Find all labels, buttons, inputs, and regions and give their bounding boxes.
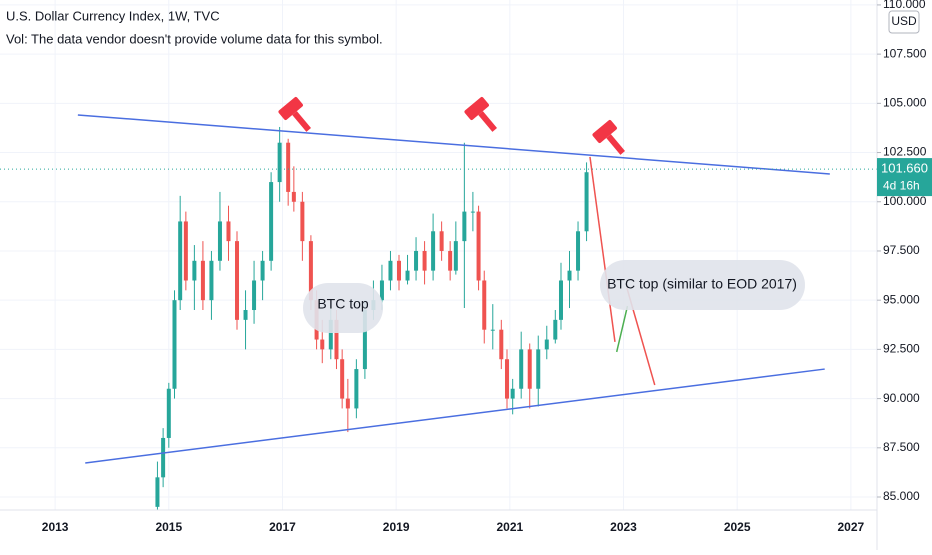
y-tick-label: 102.500 (883, 145, 927, 159)
candle-body (567, 270, 572, 281)
gavel-icons (278, 96, 626, 155)
candle-body (453, 241, 458, 271)
trendline (77, 114, 830, 175)
y-tick-label: 105.000 (883, 96, 927, 110)
x-tick-label: 2013 (42, 520, 69, 534)
candle-body (209, 260, 214, 301)
y-tick-label: 90.000 (883, 391, 920, 405)
y-tick-label: 97.500 (883, 243, 920, 257)
candle-body (217, 221, 222, 261)
candle-body (510, 388, 515, 399)
x-tick-label: 2027 (838, 520, 865, 534)
candle-body (252, 280, 257, 311)
candle-body (405, 270, 410, 281)
gavel-icon (464, 96, 498, 132)
candle-body (448, 250, 453, 271)
candle-body (166, 388, 171, 438)
axes: 85.000 87.500 90.000 92.500 95.000 97.500 100.… (42, 0, 932, 534)
candle-body (482, 280, 487, 330)
y-tick-label: 87.500 (883, 440, 920, 454)
chart-title: U.S. Dollar Currency Index, 1W, TVC (6, 8, 220, 23)
candle-body (300, 201, 305, 242)
chart-subtitle: Vol: The data vendor doesn't provide vol… (6, 31, 383, 46)
x-tick-label: 2025 (724, 520, 751, 534)
candle-body (558, 280, 563, 320)
candle-body (504, 359, 509, 399)
last-price-label: 101.660 (881, 161, 928, 176)
candle-body (527, 349, 532, 389)
y-tick-label: 85.000 (883, 489, 920, 503)
candle-body (519, 349, 524, 389)
candle-body (431, 231, 436, 271)
candle-body (536, 349, 541, 389)
annotation: BTC top (similar to EOD 2017) (607, 276, 797, 292)
candle-body (328, 319, 333, 350)
currency-box[interactable] (888, 10, 920, 34)
gavel-icon (278, 96, 312, 132)
candle-body (476, 211, 481, 281)
candle-body (200, 260, 205, 301)
candle-body (362, 310, 367, 370)
trendline (615, 305, 629, 353)
grid (0, 0, 877, 510)
candle-body (490, 329, 495, 331)
candle-body (308, 241, 313, 301)
y-tick-label: 95.000 (883, 292, 920, 306)
candle-body (576, 231, 581, 271)
candle-body (277, 142, 282, 183)
candle-body (439, 231, 444, 251)
candle-body (334, 319, 339, 360)
x-tick-label: 2023 (610, 520, 637, 534)
countdown: 4d 16h (883, 178, 920, 192)
x-tick-label: 2015 (155, 520, 182, 534)
y-tick-label: 110.000 (883, 0, 926, 11)
candle-body (243, 310, 248, 320)
candle-body (379, 280, 384, 301)
y-tick-label: 100.000 (883, 194, 927, 208)
currency: USD (891, 14, 917, 28)
candle-body (226, 221, 231, 242)
x-tick-label: 2021 (496, 520, 523, 534)
candle-body (544, 339, 549, 350)
candle-body (354, 369, 359, 409)
candle-body (414, 250, 419, 271)
trendline (589, 156, 616, 343)
last-price-tag (877, 158, 932, 197)
annotation: BTC top (317, 296, 369, 312)
candle-body (235, 241, 240, 320)
candle-body (192, 260, 197, 281)
candle-body (178, 221, 183, 301)
candle-body (340, 359, 345, 399)
x-tick-label: 2017 (269, 520, 296, 534)
annotation-bubble (600, 260, 805, 310)
candle-body (499, 329, 504, 360)
plot (155, 126, 589, 510)
candle-body (553, 319, 558, 340)
candle-body (462, 211, 467, 242)
candle-body (286, 142, 291, 192)
candle-body (183, 221, 188, 281)
gavel-icon (592, 119, 626, 155)
candle-body (396, 260, 401, 281)
candle-body (269, 182, 274, 261)
candle-body (584, 172, 589, 232)
y-tick-label: 92.500 (883, 342, 920, 356)
candle-body (260, 260, 265, 281)
candle-body (422, 250, 427, 271)
candle-body (320, 339, 325, 350)
x-tick-label: 2019 (383, 520, 410, 534)
candle-body (470, 211, 475, 213)
candle-body (388, 260, 393, 281)
candle-body (172, 300, 177, 389)
annotation-bubble (303, 283, 383, 333)
y-tick-label: 107.500 (883, 46, 927, 60)
candle-body (161, 437, 166, 478)
candle-body (345, 398, 350, 409)
candle-body (155, 477, 160, 507)
candle-body (291, 191, 296, 202)
trendline (85, 368, 825, 464)
